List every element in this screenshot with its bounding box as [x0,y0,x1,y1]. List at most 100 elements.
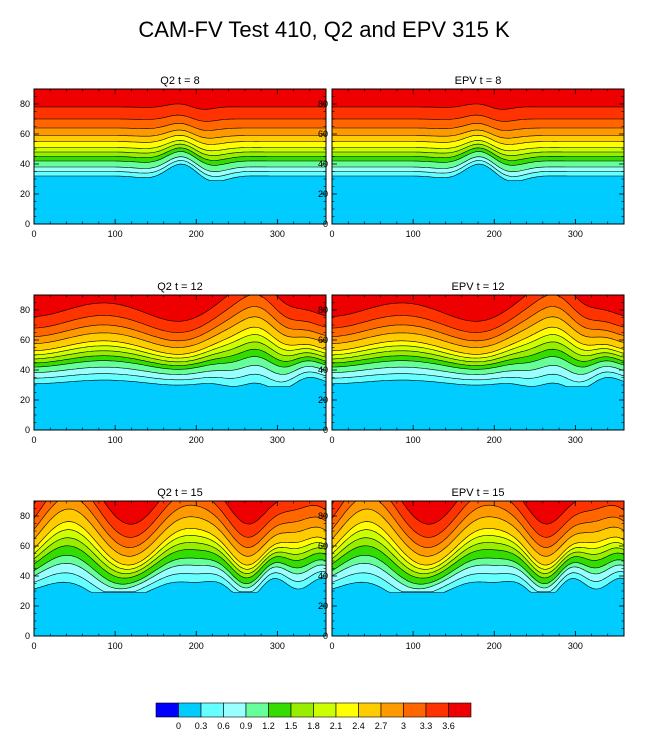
colorbar-label: 2.4 [352,721,365,731]
y-tick-label: 80 [20,511,30,521]
contour-band [34,295,326,322]
y-tick-label: 20 [20,189,30,199]
y-tick-label: 40 [318,159,328,169]
y-tick-label: 60 [318,335,328,345]
colorbar-label: 1.8 [307,721,320,731]
colorbar-swatch [335,702,359,718]
colorbar-swatch [448,702,472,718]
y-tick-label: 20 [20,601,30,611]
y-tick-label: 60 [20,129,30,139]
colorbar-label: 0.6 [217,721,230,731]
y-tick-label: 20 [318,601,328,611]
x-tick-label: 300 [568,435,583,445]
y-tick-label: 60 [318,129,328,139]
y-tick-label: 0 [323,425,328,435]
panel-title: EPV t = 8 [455,75,502,87]
colorbar-swatch [245,702,269,718]
x-tick-label: 200 [487,641,502,651]
x-tick-label: 200 [189,641,204,651]
y-tick-label: 60 [318,541,328,551]
colorbar-swatch [290,702,314,718]
colorbar-swatch [223,702,247,718]
colorbar-label: 3 [401,721,406,731]
y-tick-label: 0 [323,631,328,641]
x-tick-label: 300 [568,229,583,239]
contour-field [332,89,624,224]
colorbar-swatch [178,702,202,718]
colorbar-label: 1.2 [262,721,275,731]
colorbar-label: 1.5 [285,721,298,731]
contour-field [332,501,624,636]
contour-band [332,295,624,322]
contour-band [332,89,624,110]
contour-band [332,501,624,525]
contour-field [332,295,624,430]
colorbar-label: 2.1 [330,721,343,731]
x-tick-label: 200 [487,229,502,239]
x-tick-label: 0 [31,229,36,239]
x-tick-label: 300 [270,229,285,239]
x-tick-label: 100 [406,641,421,651]
colorbar-label: 0 [176,721,181,731]
panel-title: Q2 t = 15 [157,487,203,499]
y-tick-label: 40 [20,571,30,581]
panel-5: EPV t = 15 0 100 200 300 0 20 40 60 80 [318,487,625,651]
contour-field [34,295,326,430]
panel-1: EPV t = 8 0 100 200 300 0 20 40 60 80 [318,75,625,239]
panel-0: Q2 t = 8 0 100 200 300 0 20 40 60 80 [20,75,327,239]
x-tick-label: 300 [568,641,583,651]
colorbar-swatch [313,702,337,718]
y-tick-label: 80 [20,305,30,315]
y-tick-label: 20 [318,395,328,405]
y-tick-label: 0 [323,219,328,229]
colorbar-swatch [380,702,404,718]
colorbar-label: 3.6 [442,721,455,731]
colorbar-swatch [403,702,427,718]
x-tick-label: 0 [31,435,36,445]
y-tick-label: 0 [25,219,30,229]
panel-3: EPV t = 12 0 100 200 300 0 20 40 60 80 [318,281,625,445]
y-tick-label: 0 [25,425,30,435]
x-tick-label: 100 [108,641,123,651]
x-tick-label: 200 [487,435,502,445]
panel-title: EPV t = 12 [452,281,505,293]
x-tick-label: 100 [108,435,123,445]
contour-band [34,89,326,110]
y-tick-label: 40 [20,365,30,375]
x-tick-label: 100 [108,229,123,239]
panel-title: EPV t = 15 [452,487,505,499]
y-tick-label: 80 [20,99,30,109]
x-tick-label: 300 [270,435,285,445]
y-tick-label: 40 [20,159,30,169]
colorbar-label: 0.3 [195,721,208,731]
colorbar-swatch [155,702,179,718]
contour-field [34,501,326,636]
colorbar-label: 0.9 [240,721,253,731]
contour-band [34,501,326,525]
colorbar-swatch [358,702,382,718]
y-tick-label: 80 [318,511,328,521]
y-tick-label: 80 [318,99,328,109]
x-tick-label: 0 [329,229,334,239]
y-tick-label: 60 [20,335,30,345]
x-tick-label: 0 [329,641,334,651]
x-tick-label: 300 [270,641,285,651]
x-tick-label: 200 [189,229,204,239]
y-tick-label: 60 [20,541,30,551]
x-tick-label: 200 [189,435,204,445]
x-tick-label: 100 [406,435,421,445]
panel-title: Q2 t = 8 [160,75,199,87]
y-tick-label: 20 [20,395,30,405]
contour-field [34,89,326,224]
y-tick-label: 80 [318,305,328,315]
y-tick-label: 0 [25,631,30,641]
x-tick-label: 100 [406,229,421,239]
x-tick-label: 0 [31,641,36,651]
colorbar-swatch [425,702,449,718]
colorbar-swatch [268,702,292,718]
y-tick-label: 40 [318,365,328,375]
figure-title: CAM-FV Test 410, Q2 and EPV 315 K [138,17,510,42]
